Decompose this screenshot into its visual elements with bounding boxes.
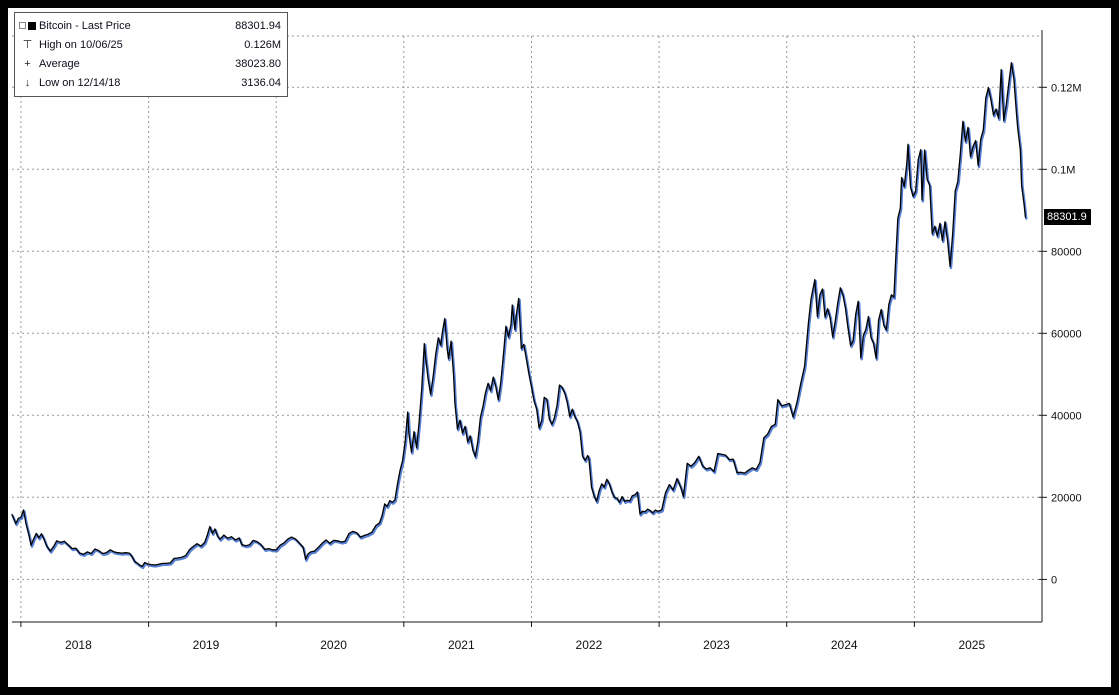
x-tick-label: 2021 xyxy=(448,638,475,652)
low-label: Low on 12/14/18 xyxy=(39,76,121,89)
average-value: 38023.80 xyxy=(235,57,281,70)
price-line xyxy=(11,62,1027,568)
x-tick-label: 2019 xyxy=(193,638,220,652)
y-tick-label: 20000 xyxy=(1051,492,1082,504)
legend-row-high: ⊤ High on 10/06/25 0.126M xyxy=(19,35,281,54)
x-tick-label: 2020 xyxy=(320,638,347,652)
average-marker-icon: + xyxy=(24,57,31,70)
high-marker-icon: ⊤ xyxy=(22,39,33,51)
low-marker-icon: ↓ xyxy=(24,76,31,89)
high-value: 0.126M xyxy=(244,38,281,51)
price-series xyxy=(11,62,1028,570)
series-last-price: 88301.94 xyxy=(235,19,281,32)
plot-area: 0 20000 40000 60000 80000 0.1M 0.12M 2018 2019 20… xyxy=(8,8,1111,687)
price-line-glow xyxy=(11,62,1028,570)
legend-box[interactable]: Bitcoin - Last Price 88301.94 ⊤ High on … xyxy=(14,12,288,97)
high-label: High on 10/06/25 xyxy=(39,38,123,51)
legend-row-low: ↓ Low on 12/14/18 3136.04 xyxy=(19,73,281,92)
x-tick-label: 2018 xyxy=(65,638,92,652)
y-tick-label: 80000 xyxy=(1051,246,1082,258)
last-price-badge: 88301.9 xyxy=(1044,209,1091,226)
series-swatch-icon xyxy=(28,21,36,30)
average-label: Average xyxy=(39,57,80,70)
y-tick-label: 60000 xyxy=(1051,328,1082,340)
price-chart[interactable]: 0 20000 40000 60000 80000 0.1M 0.12M 2018 2019 20… xyxy=(8,8,1111,687)
series-label: Bitcoin - Last Price xyxy=(39,19,131,32)
axes: 0 20000 40000 60000 80000 0.1M 0.12M 2018 2019 20… xyxy=(12,30,1082,652)
x-tick-label: 2024 xyxy=(831,638,858,652)
x-tick-label: 2025 xyxy=(958,638,985,652)
y-tick-label: 0 xyxy=(1051,574,1057,586)
legend-row-series[interactable]: Bitcoin - Last Price 88301.94 xyxy=(19,16,281,35)
x-tick-label: 2022 xyxy=(576,638,603,652)
y-tick-label: 40000 xyxy=(1051,410,1082,422)
x-tick-label: 2023 xyxy=(703,638,730,652)
legend-toggle-box-icon[interactable] xyxy=(19,22,26,29)
series-marker xyxy=(19,21,36,30)
legend-row-average: + Average 38023.80 xyxy=(19,54,281,73)
y-tick-label: 0.1M xyxy=(1051,164,1075,176)
y-tick-label: 0.12M xyxy=(1051,82,1082,94)
low-value: 3136.04 xyxy=(241,76,281,89)
